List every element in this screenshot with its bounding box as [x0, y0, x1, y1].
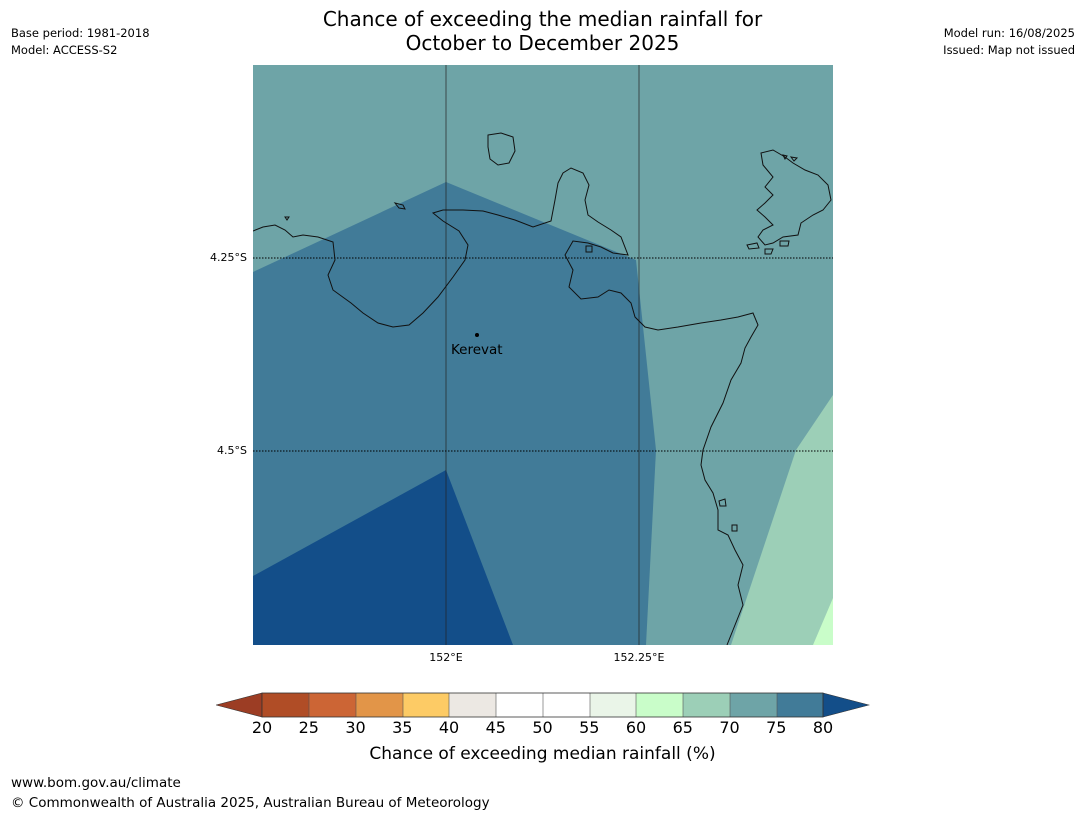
model-run-text: Model run: 16/08/2025 — [943, 26, 1075, 40]
colorbar-tick-label: 35 — [392, 718, 413, 737]
map-title: Chance of exceeding the median rainfall … — [0, 7, 1085, 55]
colorbar-bin-30-35 — [356, 693, 403, 717]
colorbar-extend-low — [214, 692, 263, 718]
footer-url[interactable]: www.bom.gov.au/climate — [11, 775, 181, 791]
zone-60-65 — [813, 598, 833, 645]
colorbar-tick-label: 50 — [532, 718, 553, 737]
colorbar-bin-65-70 — [683, 693, 730, 717]
metadata-right: Model run: 16/08/2025 Issued: Map not is… — [943, 25, 1075, 59]
colorbar-bin-25-30 — [309, 693, 356, 717]
lat-label-4-25: 4.25°S — [210, 251, 247, 264]
colorbar-bin-50-55 — [543, 693, 590, 717]
colorbar-bin-75-80 — [777, 693, 823, 717]
metadata-left: Base period: 1981-2018 Model: ACCESS-S2 — [11, 25, 150, 59]
colorbar-extend-high — [822, 692, 871, 718]
kerevat-marker — [475, 333, 479, 337]
colorbar-tick-label: 45 — [485, 718, 506, 737]
zone-above-80 — [253, 470, 513, 645]
colorbar-bin-35-40 — [403, 693, 449, 717]
colorbar-graphic — [214, 692, 871, 718]
colorbar-tick-label: 20 — [251, 718, 273, 737]
colorbar-tick-label: 65 — [672, 718, 693, 737]
colorbar-tick-label: 80 — [812, 718, 834, 737]
colorbar-tick-label: 60 — [625, 718, 647, 737]
lat-label-4-5: 4.5°S — [217, 444, 247, 457]
map-panel[interactable] — [253, 65, 833, 645]
colorbar-bin-40-45 — [449, 693, 496, 717]
title-line-2: October to December 2025 — [405, 31, 680, 55]
colorbar-tick-label: 75 — [766, 718, 787, 737]
colorbar-bin-55-60 — [590, 693, 636, 717]
kerevat-label: Kerevat — [451, 342, 503, 358]
colorbar-frame — [261, 692, 824, 718]
colorbar-tick-label: 55 — [579, 718, 600, 737]
colorbar-tick-label: 40 — [438, 718, 460, 737]
coastline — [253, 132, 832, 645]
colorbar-tick-label: 25 — [298, 718, 319, 737]
lon-label-152: 152°E — [429, 651, 463, 664]
title-line-1: Chance of exceeding the median rainfall … — [322, 7, 763, 31]
zone-65-70 — [731, 395, 833, 645]
footer-copyright: © Commonwealth of Australia 2025, Austra… — [11, 795, 490, 811]
colorbar-bin-70-75 — [730, 693, 777, 717]
colorbar-bin-45-50 — [496, 693, 543, 717]
colorbar — [214, 692, 871, 724]
colorbar-bin-20-25 — [262, 693, 309, 717]
colorbar-label: Chance of exceeding median rainfall (%) — [369, 744, 716, 764]
map-canvas — [253, 65, 833, 645]
base-period-text: Base period: 1981-2018 — [11, 26, 150, 40]
colorbar-dividers — [308, 693, 778, 717]
colorbar-tick-label: 70 — [719, 718, 740, 737]
colorbar-tick-label: 30 — [345, 718, 366, 737]
issued-text: Issued: Map not issued — [943, 43, 1075, 57]
colorbar-bin-60-65 — [636, 693, 683, 717]
lon-label-152-25: 152.25°E — [613, 651, 665, 664]
model-text: Model: ACCESS-S2 — [11, 43, 118, 57]
